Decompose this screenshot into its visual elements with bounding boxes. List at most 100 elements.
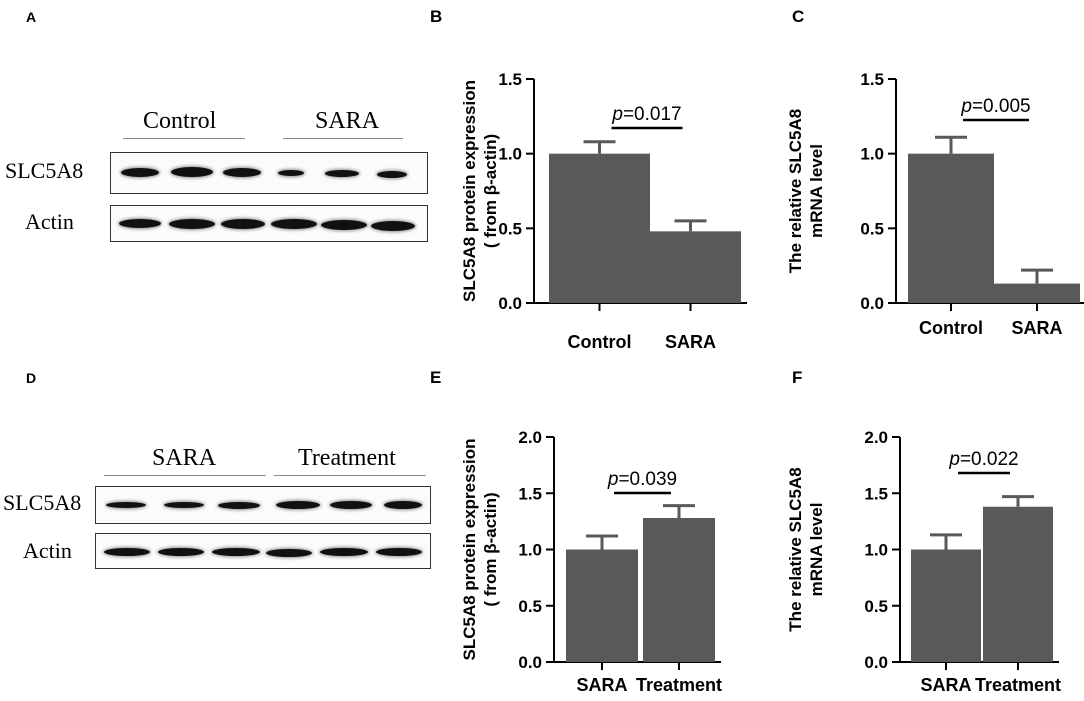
p-symbol: p [611, 104, 623, 125]
y-axis-label-line2: mRNA level [807, 503, 826, 597]
band [376, 548, 422, 556]
y-axis-label-line1: The relative SLC5A8 [786, 467, 805, 631]
blot-group-label-sara: SARA [152, 445, 217, 471]
p-value-label: p=0.017 [611, 104, 681, 125]
y-tick-label: 0.0 [860, 294, 884, 313]
y-tick-label: 1.5 [498, 70, 522, 89]
y-tick-label: 1.0 [518, 541, 542, 560]
y-tick-label: 0.5 [518, 597, 542, 616]
band [218, 502, 260, 509]
band [158, 548, 204, 556]
panel-label-d: D [26, 370, 37, 386]
blot-strip-slc5a8 [95, 486, 431, 524]
band [320, 548, 368, 556]
band [266, 549, 312, 557]
chart-f: 0.0 0.5 1.0 1.5 2.0 SARA Treatment p=0.022 The r… [786, 428, 1061, 695]
y-tick-label: 0.0 [498, 294, 522, 313]
blot-group-line-sara [283, 138, 403, 139]
y-tick-label: 1.0 [860, 145, 884, 164]
panel-label-b: B [430, 7, 442, 26]
bar [911, 549, 981, 662]
bar [983, 506, 1053, 662]
panel-label-f: F [792, 368, 802, 387]
blot-group-line-sara [104, 475, 266, 476]
category-label: SARA [920, 675, 971, 695]
p-symbol: p [607, 469, 619, 490]
panel-label-a: A [26, 9, 37, 25]
band [371, 221, 415, 231]
y-tick-label: 2.0 [864, 428, 888, 447]
y-tick-label: 2.0 [518, 428, 542, 447]
y-axis-label: The relative SLC5A8 mRNA level [786, 109, 826, 273]
y-axis-label: The relative SLC5A8 mRNA level [786, 467, 826, 631]
band [321, 220, 367, 230]
p-value: =0.005 [972, 96, 1031, 117]
band [384, 501, 422, 509]
category-label: Control [568, 332, 632, 352]
band [212, 548, 260, 556]
band [377, 171, 407, 178]
y-tick-label: 1.0 [864, 541, 888, 560]
category-label: SARA [665, 332, 716, 352]
bar [549, 153, 650, 303]
y-axis-label: SLC5A8 protein expression( from β-actin) [460, 80, 500, 302]
y-tick-label: 0.5 [498, 219, 522, 238]
y-tick-label: 1.5 [518, 484, 542, 503]
band [325, 170, 359, 177]
p-value: =0.017 [623, 104, 682, 125]
blot-group-line-treatment [274, 475, 426, 476]
y-axis-label: SLC5A8 protein expression( from β-actin) [460, 438, 500, 660]
y-axis-label-line2: mRNA level [807, 144, 826, 238]
blot-row-label-slc5a8: SLC5A8 [3, 490, 82, 515]
band [106, 502, 146, 508]
p-symbol: p [960, 96, 972, 117]
band [121, 168, 159, 177]
band [221, 219, 265, 229]
band [330, 501, 372, 509]
y-tick-label: 0.5 [864, 597, 888, 616]
panel-label-c: C [792, 7, 804, 26]
band [169, 219, 215, 229]
y-tick-label: 1.5 [864, 484, 888, 503]
blot-strip-actin [110, 205, 428, 242]
band [164, 502, 204, 508]
p-value-label: p=0.005 [960, 96, 1030, 117]
y-tick-label: 0.5 [860, 219, 884, 238]
chart-b: 0.0 0.5 1.0 1.5 Control SARA p=0.017 SLC5A8 pro… [460, 70, 747, 352]
blot-group-label-sara: SARA [315, 108, 380, 134]
band [276, 501, 320, 509]
blot-strip-actin [95, 533, 431, 569]
band [119, 219, 161, 228]
y-axis-label-line2: ( from β-actin) [481, 134, 500, 248]
p-value: =0.039 [618, 469, 677, 490]
band [271, 219, 317, 229]
bar [566, 549, 638, 662]
blot-strip-slc5a8 [110, 152, 428, 194]
p-value-label: p=0.039 [607, 469, 677, 490]
p-value-label: p=0.022 [948, 449, 1018, 470]
band [223, 168, 261, 177]
band [278, 170, 304, 176]
p-value: =0.022 [960, 449, 1019, 470]
blot-group-line-control [123, 138, 245, 139]
category-label: Treatment [636, 675, 722, 695]
y-axis-label-line1: SLC5A8 protein expression [460, 80, 479, 302]
chart-e: 0.0 0.5 1.0 1.5 2.0 SARA Treatment p=0.039 SLC5A… [460, 428, 722, 695]
category-label: SARA [1011, 318, 1062, 338]
y-tick-label: 0.0 [518, 653, 542, 672]
blot-group-label-control: Control [143, 108, 217, 134]
blot-group-label-treatment: Treatment [298, 445, 396, 471]
panel-label-e: E [430, 368, 441, 387]
category-label: Treatment [975, 675, 1061, 695]
bar [643, 518, 715, 662]
band [171, 167, 213, 177]
category-label: Control [919, 318, 983, 338]
p-symbol: p [948, 449, 960, 470]
blot-row-label-actin: Actin [23, 538, 72, 563]
y-tick-label: 1.5 [860, 70, 884, 89]
chart-c: 0.0 0.5 1.0 1.5 Control SARA p=0.005 The relati… [786, 70, 1084, 338]
bar [640, 231, 741, 303]
y-tick-label: 1.0 [498, 145, 522, 164]
bar [908, 153, 994, 303]
